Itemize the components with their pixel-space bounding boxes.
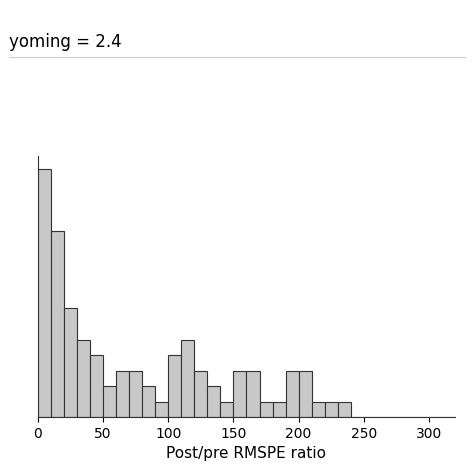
- Bar: [246, 371, 259, 417]
- Bar: [311, 401, 325, 417]
- Bar: [90, 355, 103, 417]
- Bar: [77, 339, 90, 417]
- Bar: [129, 371, 142, 417]
- Bar: [285, 371, 299, 417]
- Bar: [259, 401, 273, 417]
- Bar: [155, 401, 168, 417]
- Bar: [64, 309, 77, 417]
- Bar: [194, 371, 207, 417]
- Bar: [103, 386, 116, 417]
- Bar: [142, 386, 155, 417]
- Bar: [51, 231, 64, 417]
- Bar: [325, 401, 337, 417]
- Bar: [233, 371, 246, 417]
- X-axis label: Post/pre RMSPE ratio: Post/pre RMSPE ratio: [166, 447, 327, 461]
- Bar: [168, 355, 181, 417]
- Text: yoming = 2.4: yoming = 2.4: [9, 33, 122, 51]
- Bar: [207, 386, 220, 417]
- Bar: [337, 401, 351, 417]
- Bar: [38, 169, 51, 417]
- Bar: [299, 371, 312, 417]
- Bar: [220, 401, 233, 417]
- Bar: [273, 401, 285, 417]
- Bar: [181, 339, 194, 417]
- Bar: [116, 371, 129, 417]
